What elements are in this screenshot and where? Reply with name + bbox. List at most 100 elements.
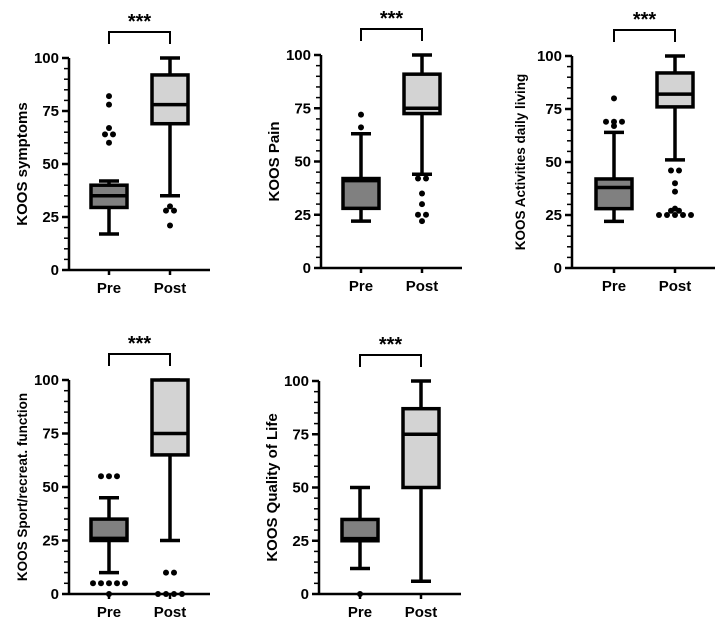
outlier-point	[98, 580, 104, 587]
box-pre	[89, 517, 129, 543]
y-tick-label: 50	[545, 154, 562, 171]
y-axis-label: KOOS symptoms	[14, 102, 31, 225]
outlier-point	[171, 207, 177, 214]
outlier-point	[106, 473, 112, 480]
y-axis-label: KOOS Activities daily living	[513, 74, 528, 251]
outlier-point	[672, 188, 678, 195]
significance-bracket	[360, 28, 423, 41]
outlier-point	[672, 212, 678, 218]
box-post	[150, 73, 190, 126]
outlier-point	[358, 124, 364, 131]
outlier-point	[419, 190, 425, 197]
outlier-point	[179, 591, 185, 597]
y-axis-label: KOOS Quality of Life	[264, 413, 281, 561]
outlier-point	[419, 218, 425, 225]
y-tick-label: 50	[294, 154, 311, 171]
outlier-point	[167, 203, 173, 210]
outlier-point	[419, 201, 425, 208]
outlier-point	[676, 207, 682, 214]
y-tick-label: 25	[42, 209, 59, 226]
y-tick-label: 100	[284, 373, 309, 390]
box-post	[401, 406, 441, 490]
y-tick-label: 50	[292, 480, 309, 497]
significance-label: ***	[633, 9, 657, 31]
outlier-point	[106, 580, 112, 587]
outlier-point	[357, 591, 363, 597]
significance-bracket	[108, 353, 171, 366]
y-tick-label: 50	[42, 156, 59, 173]
outlier-point	[110, 131, 116, 138]
outlier-point	[358, 111, 364, 118]
box-post	[655, 71, 695, 109]
significance-label: ***	[379, 334, 403, 356]
outlier-point	[415, 175, 421, 182]
significance-bracket	[359, 354, 422, 367]
outlier-point	[611, 95, 617, 102]
box-pre	[341, 176, 381, 211]
x-tick-label: Post	[154, 280, 187, 297]
x-tick-label: Pre	[97, 280, 121, 297]
outlier-point	[122, 580, 128, 587]
y-tick-label: 0	[554, 260, 562, 277]
panel-4: 0 25 50 75 100 KOOS Quality of Life Pre Post ***	[264, 334, 461, 621]
outlier-point	[171, 569, 177, 576]
significance-label: ***	[380, 8, 404, 30]
panel-1: 0 25 50 75 100 KOOS Pain Pre Post ***	[266, 8, 462, 295]
y-tick-label: 25	[292, 533, 309, 550]
outlier-point	[676, 167, 682, 174]
outlier-point	[98, 473, 104, 480]
x-tick-label: Pre	[348, 604, 372, 621]
x-tick-label: Post	[405, 604, 438, 621]
x-tick-label: Pre	[97, 604, 121, 621]
y-tick-label: 25	[294, 207, 311, 224]
y-tick-label: 100	[537, 48, 562, 65]
outlier-point	[163, 591, 169, 597]
outlier-point	[167, 222, 173, 229]
outlier-point	[106, 591, 112, 597]
x-tick-label: Post	[154, 604, 187, 621]
outlier-point	[668, 207, 674, 214]
x-tick-label: Post	[659, 278, 692, 295]
outlier-point	[668, 167, 674, 174]
y-tick-label: 0	[303, 260, 311, 277]
outlier-point	[106, 101, 112, 108]
outlier-point	[423, 211, 429, 218]
significance-bracket	[613, 29, 676, 42]
outlier-point	[680, 212, 686, 218]
y-tick-label: 50	[42, 479, 59, 496]
outlier-point	[90, 580, 96, 587]
outlier-point	[664, 212, 670, 218]
outlier-point	[672, 180, 678, 187]
y-tick-label: 100	[34, 50, 59, 67]
outlier-point	[102, 131, 108, 138]
y-tick-label: 0	[51, 586, 59, 603]
outlier-point	[171, 591, 177, 597]
panel-3: 0 25 50 75 100 KOOS Sport/recreat. function Pr…	[15, 333, 210, 621]
box-pre	[594, 177, 634, 211]
outlier-point	[415, 211, 421, 218]
outlier-point	[611, 118, 617, 125]
x-tick-label: Pre	[349, 278, 373, 295]
outlier-point	[619, 118, 625, 125]
panel-0: 0 25 50 75 100 KOOS symptoms Pre Post ***	[14, 11, 210, 297]
y-tick-label: 75	[545, 101, 562, 118]
outlier-point	[114, 473, 120, 480]
y-tick-label: 75	[42, 103, 59, 120]
y-tick-label: 0	[301, 586, 309, 603]
x-tick-label: Post	[406, 278, 439, 295]
outlier-point	[423, 175, 429, 182]
outlier-point	[656, 212, 662, 218]
y-tick-label: 100	[34, 372, 59, 389]
outlier-point	[603, 118, 609, 125]
outlier-point	[688, 212, 694, 218]
significance-label: ***	[128, 333, 152, 355]
significance-label: ***	[128, 11, 152, 33]
outlier-point	[106, 124, 112, 131]
outlier-point	[163, 569, 169, 576]
y-tick-label: 0	[51, 262, 59, 279]
outlier-point	[106, 139, 112, 146]
y-axis-label: KOOS Pain	[266, 121, 283, 201]
y-tick-label: 75	[292, 426, 309, 443]
x-tick-label: Pre	[602, 278, 626, 295]
outlier-point	[611, 122, 617, 129]
